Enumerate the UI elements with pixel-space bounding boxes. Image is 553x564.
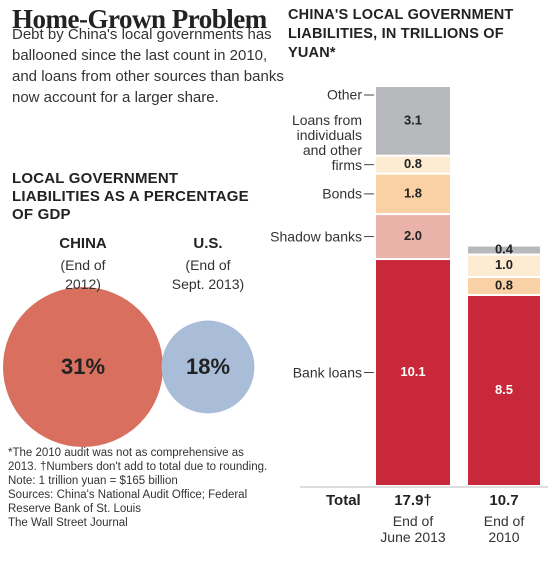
series-label: Shadow banks bbox=[270, 228, 362, 245]
value-label: 0.4 bbox=[495, 241, 514, 256]
value-label: 31% bbox=[61, 354, 105, 379]
value-label: 0.8 bbox=[404, 156, 422, 171]
value-label: 8.5 bbox=[495, 382, 513, 397]
bubble bbox=[161, 320, 255, 414]
value-label: 3.1 bbox=[404, 112, 422, 127]
x-tick-label: End of 2010 bbox=[483, 513, 525, 545]
total-title: Total bbox=[326, 492, 361, 509]
bubble bbox=[3, 287, 163, 447]
page-title: Home-Grown Problem bbox=[12, 4, 267, 34]
footnote: Sources: China's National Audit Office; … bbox=[8, 489, 248, 515]
bar-segment bbox=[376, 87, 450, 155]
bar-segment bbox=[376, 260, 450, 485]
bar-segment bbox=[376, 215, 450, 259]
value-label: 10.1 bbox=[400, 364, 425, 379]
value-label: 1.0 bbox=[495, 257, 513, 272]
chart-title: CHINA'S LOCAL GOVERNMENT LIABILITIES, IN… bbox=[288, 7, 514, 61]
footnotes: *The 2010 audit was not as comprehensive… bbox=[8, 446, 273, 530]
series-label: Other bbox=[326, 86, 362, 103]
footnote: *The 2010 audit was not as comprehensive… bbox=[8, 447, 268, 487]
category-label: U.S. bbox=[193, 235, 223, 252]
bar-segment bbox=[468, 246, 540, 254]
value-label: 18% bbox=[186, 354, 230, 379]
category-subtitle: (End of Sept. 2013) bbox=[171, 257, 245, 292]
total-label: 10.7 bbox=[489, 492, 519, 509]
total-label: 17.9† bbox=[394, 492, 432, 509]
value-label: 2.0 bbox=[404, 228, 422, 243]
footnote: The Wall Street Journal bbox=[8, 517, 128, 529]
series-label: Loans from individuals and other firms bbox=[291, 111, 362, 173]
chart-title: LOCAL GOVERNMENT LIABILITIES AS A PERCEN… bbox=[12, 170, 249, 223]
value-label: 0.8 bbox=[495, 277, 513, 292]
category-subtitle: (End of 2012) bbox=[60, 257, 106, 292]
category-label: CHINA bbox=[59, 235, 107, 252]
x-tick-label: End of June 2013 bbox=[380, 513, 446, 545]
bar-segment bbox=[376, 174, 450, 214]
bar-segment bbox=[468, 295, 540, 485]
series-label: Bank loans bbox=[292, 364, 362, 381]
bar-segment bbox=[468, 278, 540, 294]
bar-segment bbox=[468, 255, 540, 277]
value-label: 1.8 bbox=[404, 185, 422, 200]
bar-segment bbox=[376, 156, 450, 173]
description: Debt by China's local governments has ba… bbox=[12, 26, 284, 106]
series-label: Bonds bbox=[322, 185, 362, 202]
